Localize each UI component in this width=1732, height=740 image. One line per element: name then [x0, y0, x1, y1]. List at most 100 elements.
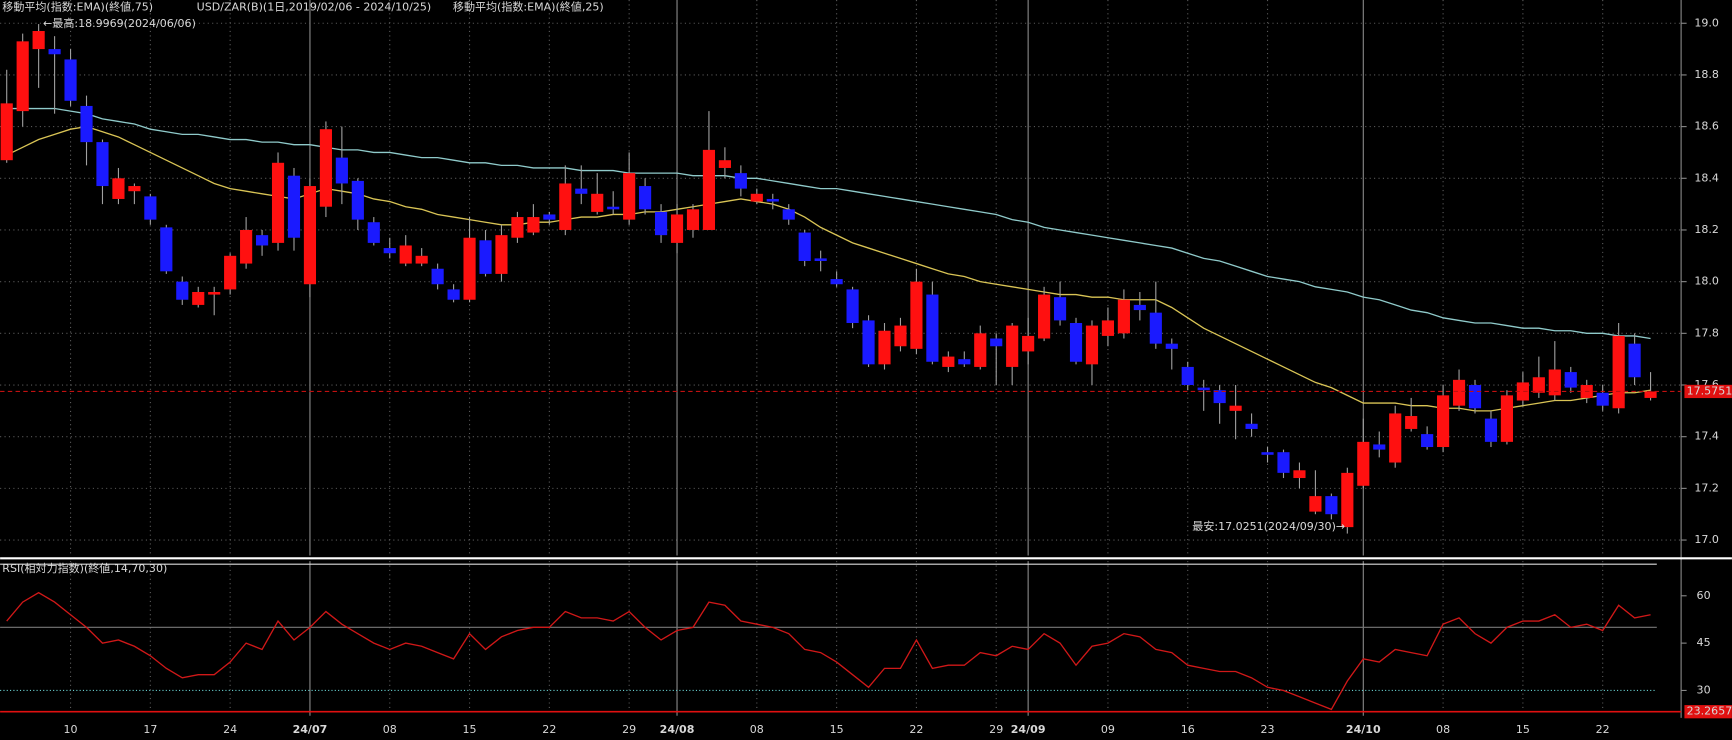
y-tick-label: 18.6 — [1694, 120, 1719, 133]
candle-body — [0, 103, 13, 161]
candle-body — [782, 209, 795, 220]
candle-body — [686, 209, 700, 230]
candle-body — [1516, 382, 1529, 401]
candle-body — [1053, 297, 1067, 321]
candle-body — [351, 180, 364, 220]
candle-body — [591, 193, 604, 212]
candle-body — [112, 178, 125, 199]
y-tick-label: 17.8 — [1694, 326, 1719, 339]
candle-body — [96, 142, 109, 187]
candle-body — [878, 330, 891, 365]
candle-body — [974, 333, 987, 367]
y-tick-label: 19.0 — [1694, 16, 1719, 29]
x-tick-label: 24 — [223, 723, 237, 736]
candle-body — [1229, 405, 1242, 411]
candle-body — [495, 235, 508, 274]
candle-body — [1165, 343, 1178, 349]
high-annotation: ←最高:18.9969(2024/06/06) — [43, 16, 196, 30]
candle-body — [1069, 322, 1083, 362]
candle-body — [926, 294, 939, 362]
candle-body — [64, 59, 77, 101]
x-tick-label: 22 — [1596, 723, 1610, 736]
candle-body — [1006, 325, 1019, 367]
candle-body — [543, 214, 556, 220]
candle-body — [80, 105, 93, 143]
candle-body — [208, 291, 221, 295]
candle-body — [303, 186, 317, 285]
x-tick-label: 24/10 — [1346, 723, 1381, 736]
rsi-title: RSI(相対力指数)(終値,14,70,30) — [2, 561, 167, 575]
candle-body — [1373, 444, 1386, 450]
low-annotation: 最安:17.0251(2024/09/30)→ — [1192, 519, 1345, 533]
candle-body — [511, 217, 524, 238]
candle-body — [399, 245, 412, 264]
candle-body — [894, 325, 907, 347]
candle-body — [1277, 452, 1290, 473]
x-tick-label: 15 — [463, 723, 477, 736]
candle-body — [383, 248, 396, 254]
candle-body — [1389, 413, 1402, 463]
candle-body — [1038, 294, 1051, 339]
x-tick-label: 08 — [750, 723, 764, 736]
candle-body — [271, 162, 285, 243]
candle-body — [287, 175, 301, 238]
y-tick-label: 17.0 — [1694, 533, 1719, 546]
candle-body — [910, 281, 923, 349]
x-tick-label: 09 — [1101, 723, 1115, 736]
y-tick-label: 17.2 — [1694, 481, 1719, 494]
candle-body — [1437, 395, 1450, 448]
candle-body — [367, 222, 380, 243]
candle-body — [1022, 335, 1035, 352]
x-tick-label: 22 — [909, 723, 923, 736]
candle-body — [1245, 423, 1258, 429]
y-tick-label: 18.0 — [1694, 275, 1719, 288]
candle-body — [1468, 385, 1482, 409]
candle-body — [942, 356, 955, 367]
candle-body — [224, 255, 237, 290]
candle-body — [1101, 320, 1115, 336]
candle-body — [176, 281, 189, 300]
candle-body — [1149, 312, 1162, 344]
candle-body — [1644, 391, 1657, 398]
candle-body — [623, 173, 636, 220]
candle-body — [639, 186, 652, 210]
y-tick-label: 30 — [1697, 683, 1711, 696]
x-tick-label: 16 — [1181, 723, 1195, 736]
candle-body — [1612, 335, 1625, 409]
candle-body — [1548, 369, 1561, 396]
candle-body — [702, 149, 716, 230]
candle-body — [958, 359, 971, 365]
candle-body — [750, 193, 763, 202]
candle-body — [319, 129, 332, 207]
candle-body — [527, 217, 540, 233]
candle-body — [734, 173, 747, 189]
candle-body — [160, 227, 173, 272]
x-tick-label: 24/08 — [660, 723, 695, 736]
candle-body — [128, 186, 141, 192]
y-tick-label: 18.8 — [1694, 68, 1719, 81]
candle-body — [1564, 372, 1577, 388]
candle-body — [990, 338, 1003, 347]
y-tick-label: 45 — [1697, 636, 1711, 649]
candle-body — [1293, 470, 1306, 479]
candle-body — [1213, 390, 1226, 404]
y-tick-label: 60 — [1697, 589, 1711, 602]
current-price-label: 17.5751 — [1687, 384, 1732, 397]
x-tick-label: 17 — [143, 723, 157, 736]
candle-body — [144, 196, 157, 220]
x-tick-label: 15 — [1516, 723, 1530, 736]
candle-body — [1405, 416, 1418, 429]
current-price-box — [1684, 384, 1732, 399]
candle-body — [559, 183, 572, 230]
x-tick-label: 22 — [542, 723, 556, 736]
ema-line — [6, 107, 1651, 340]
y-tick-label: 17.4 — [1694, 430, 1719, 443]
candle-body — [1133, 304, 1146, 311]
candle-body — [1532, 377, 1545, 393]
x-tick-label: 29 — [622, 723, 636, 736]
candle-body — [1197, 387, 1210, 391]
candle-body — [830, 279, 843, 285]
